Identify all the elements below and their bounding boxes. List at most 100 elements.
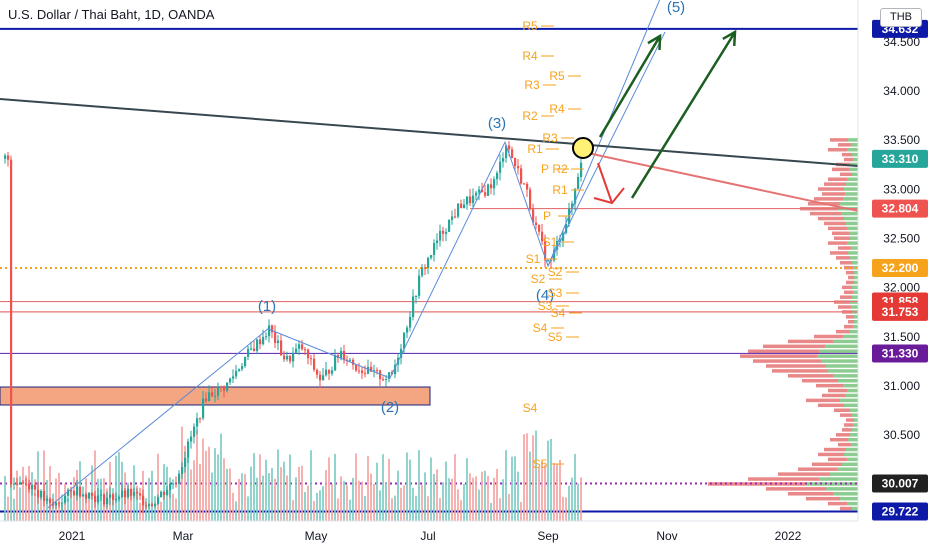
candle-body	[160, 491, 163, 498]
volume-profile-bar	[822, 192, 845, 196]
volume-profile-bar	[853, 324, 858, 329]
currency-badge[interactable]: THB	[880, 8, 922, 27]
candle-body	[382, 379, 385, 381]
volume-bar	[271, 468, 273, 521]
volume-bar	[475, 476, 477, 521]
candle-body	[523, 183, 526, 185]
time-axis-tick: Jul	[420, 529, 435, 543]
volume-profile-bar	[847, 457, 858, 462]
volume-profile-bar	[836, 433, 850, 437]
price-axis-tick: 32.000	[883, 281, 920, 295]
volume-bar	[322, 486, 324, 521]
volume-profile-bar	[847, 501, 858, 506]
volume-profile-bar	[838, 246, 851, 250]
volume-profile-bar	[826, 364, 858, 368]
volume-bar	[94, 450, 96, 521]
volume-profile-bar	[852, 506, 858, 511]
volume-profile-bar	[763, 344, 825, 349]
volume-bar	[88, 500, 90, 521]
volume-bar	[196, 429, 198, 521]
volume-profile-bar	[846, 418, 854, 422]
candle-body	[427, 257, 430, 269]
volume-profile-bar	[840, 295, 852, 299]
volume-bar	[571, 477, 573, 521]
candle-body	[169, 483, 172, 491]
volume-bar	[247, 496, 249, 521]
candle-body	[55, 502, 58, 506]
candle-body	[61, 502, 64, 504]
volume-bar	[223, 458, 225, 521]
volume-profile-bar	[830, 251, 848, 255]
volume-profile-bar	[850, 329, 858, 334]
candle-body	[322, 375, 325, 381]
candle-body	[28, 483, 31, 490]
candle-body	[205, 398, 208, 401]
wave-label: (3)	[488, 115, 506, 132]
volume-profile-bar	[847, 147, 858, 152]
volume-profile-bar	[772, 369, 828, 373]
volume-bar	[580, 477, 582, 521]
candle-body	[49, 498, 52, 504]
volume-profile-bar	[848, 138, 858, 142]
volume-bar	[409, 459, 411, 521]
volume-profile-bar	[814, 197, 843, 201]
candle-body	[385, 379, 388, 381]
candle-body	[418, 275, 421, 296]
volume-bar	[532, 435, 534, 521]
candle-body	[373, 370, 376, 372]
volume-profile-bar	[849, 231, 858, 236]
volume-bar	[535, 430, 537, 521]
volume-bar	[229, 468, 231, 521]
volume-bar	[292, 500, 294, 521]
volume-bar	[364, 496, 366, 521]
candle-body	[379, 370, 382, 380]
volume-profile-bar	[819, 349, 858, 353]
candle-body	[421, 267, 424, 276]
volume-bar	[184, 445, 186, 521]
candle-body	[97, 495, 100, 503]
volume-profile-bar	[844, 290, 853, 295]
volume-profile-bar	[847, 177, 858, 181]
volume-profile-bar	[844, 324, 853, 329]
candle-body	[226, 382, 229, 391]
volume-bar	[379, 490, 381, 521]
time-axis-tick: Sep	[537, 529, 559, 543]
candle-body	[52, 503, 55, 506]
candle-body	[256, 339, 259, 352]
volume-profile-bar	[851, 143, 858, 147]
volume-profile-bar	[766, 364, 826, 368]
bullish-arrow	[722, 29, 737, 47]
volume-bar	[355, 453, 357, 521]
volume-profile-bar	[828, 147, 847, 152]
volume-profile-bar	[852, 172, 858, 177]
volume-bar	[214, 448, 216, 521]
volume-profile-bar	[832, 167, 849, 172]
volume-bar	[205, 450, 207, 521]
volume-bar	[562, 496, 564, 521]
time-axis-tick: 2022	[775, 529, 802, 543]
volume-bar	[31, 472, 33, 521]
candle-body	[109, 494, 112, 498]
candle-body	[271, 325, 274, 333]
candle-body	[106, 497, 109, 505]
candle-body	[406, 327, 409, 333]
volume-profile-bar	[844, 452, 858, 457]
volume-bar	[157, 453, 159, 521]
candle-body	[151, 504, 154, 506]
pivot-label: S3	[538, 299, 553, 313]
volume-bar	[478, 489, 480, 521]
volume-bar	[445, 461, 447, 521]
candle-body	[445, 231, 448, 234]
volume-profile-bar	[848, 275, 854, 280]
candle-body	[442, 230, 445, 234]
candle-body	[70, 489, 73, 492]
volume-bar	[376, 462, 378, 521]
volume-bar	[58, 472, 60, 521]
wave-channel-line	[547, 31, 666, 267]
volume-profile-bar	[837, 467, 858, 471]
volume-profile-bar	[848, 251, 858, 255]
volume-bar	[487, 475, 489, 521]
volume-bar	[556, 463, 558, 521]
